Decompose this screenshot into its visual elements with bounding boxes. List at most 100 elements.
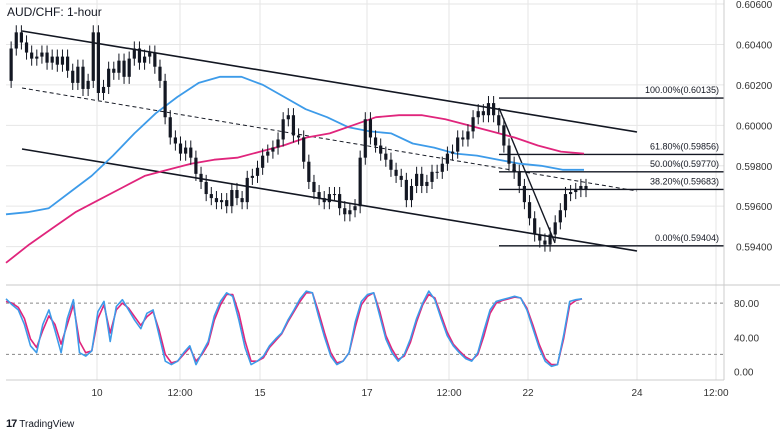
- price-candle: [466, 131, 470, 140]
- chart-title: AUD/CHF: 1-hour: [7, 5, 102, 19]
- x-tick-label: 12:00: [436, 388, 461, 399]
- price-candle: [409, 185, 414, 201]
- fib-diagonal: [498, 107, 556, 244]
- stochastic-pane: [5, 290, 724, 368]
- price-candle: [291, 115, 296, 136]
- stochastic-d-line: [5, 291, 583, 366]
- price-candle: [471, 117, 475, 132]
- price-candle: [24, 42, 29, 53]
- price-candle: [481, 111, 485, 116]
- price-candle: [219, 200, 224, 203]
- price-candle: [327, 194, 331, 203]
- watermark-text: TradingView: [19, 418, 75, 430]
- price-candle: [127, 58, 131, 77]
- upper-channel-line: [21, 30, 638, 133]
- price-candle: [322, 198, 326, 203]
- price-candle: [86, 80, 90, 89]
- y-tick-label: 0.60000: [736, 121, 773, 132]
- price-candle: [548, 234, 552, 245]
- price-candle: [153, 52, 157, 67]
- fibonacci-retracement: 100.00%(0.60135) 61.80%(0.59856) 50.00%(0.…: [499, 85, 724, 247]
- y-tick-label: 0.59400: [736, 243, 773, 254]
- price-candle: [209, 194, 213, 199]
- price-candle: [194, 157, 198, 174]
- price-candle: [168, 117, 172, 138]
- price-candle: [461, 137, 465, 140]
- price-candle: [76, 66, 80, 83]
- price-candle: [158, 66, 162, 81]
- price-candle: [9, 48, 13, 81]
- price-candle: [30, 52, 34, 59]
- price-candle: [338, 194, 342, 209]
- price-candle: [420, 173, 424, 186]
- price-candle: [527, 202, 532, 219]
- price-candle: [81, 66, 85, 89]
- price-candle: [476, 111, 480, 118]
- price-candle: [65, 56, 70, 71]
- price-candle: [148, 52, 152, 57]
- moving-average-blue: [5, 75, 584, 216]
- price-candle: [450, 151, 455, 154]
- price-candle: [332, 194, 337, 196]
- moving-averages: [5, 75, 585, 264]
- stoch-y-tick-label: 0.00: [734, 367, 754, 378]
- price-candle: [430, 171, 434, 182]
- price-candle: [353, 206, 357, 211]
- price-candle: [533, 218, 537, 235]
- price-candle: [281, 119, 285, 140]
- x-tick-label: 12:00: [703, 388, 728, 399]
- price-candle: [563, 194, 568, 211]
- y-tick-label: 0.60600: [736, 0, 773, 11]
- price-candle: [317, 192, 321, 199]
- price-candle: [107, 68, 111, 87]
- price-candle: [240, 198, 244, 203]
- price-candle: [440, 163, 444, 172]
- price-candle: [276, 139, 280, 148]
- price-candle: [558, 210, 562, 223]
- price-candle: [235, 190, 239, 199]
- price-candle: [40, 52, 44, 57]
- price-candle: [132, 48, 136, 59]
- price-candle: [117, 60, 121, 73]
- price-candle: [522, 185, 527, 203]
- price-candle: [60, 56, 65, 65]
- price-candle: [14, 32, 18, 49]
- price-candle: [404, 179, 408, 201]
- x-tick-label: 12:00: [167, 388, 192, 399]
- x-tick-label: 10: [91, 388, 103, 399]
- tradingview-watermark: 17 TradingView: [6, 418, 74, 430]
- price-candle: [358, 157, 362, 207]
- price-candle: [312, 181, 316, 193]
- price-candle: [574, 190, 578, 193]
- fib-level-label: 100.00%(0.60135): [645, 85, 719, 95]
- price-candle: [497, 115, 501, 126]
- price-candle: [363, 119, 367, 158]
- price-candle: [225, 200, 229, 207]
- price-candle: [373, 137, 378, 146]
- price-candle: [502, 125, 506, 146]
- price-candle: [384, 153, 388, 160]
- price-candle: [394, 169, 398, 176]
- y-tick-label: 0.59800: [736, 162, 773, 173]
- price-candle: [348, 210, 352, 215]
- price-candle: [137, 48, 142, 63]
- stoch-y-tick-label: 40.00: [734, 333, 759, 344]
- price-candle: [579, 185, 583, 191]
- price-candle: [142, 56, 147, 63]
- channel-midline: [21, 87, 638, 192]
- price-candle: [569, 192, 573, 195]
- price-candle: [456, 137, 460, 152]
- tradingview-logo-icon: 17: [6, 418, 17, 430]
- price-candle: [266, 151, 270, 156]
- y-tick-label: 0.59600: [736, 202, 773, 213]
- price-candle: [199, 173, 203, 182]
- price-candle: [538, 234, 542, 241]
- price-candle: [122, 60, 126, 77]
- price-candle: [399, 175, 403, 180]
- price-candle: [245, 177, 249, 203]
- price-candle: [517, 171, 521, 186]
- price-candle: [512, 163, 516, 172]
- fib-level-label: 38.20%(0.59683): [650, 176, 719, 186]
- price-candle: [307, 161, 311, 182]
- price-candle: [553, 222, 557, 235]
